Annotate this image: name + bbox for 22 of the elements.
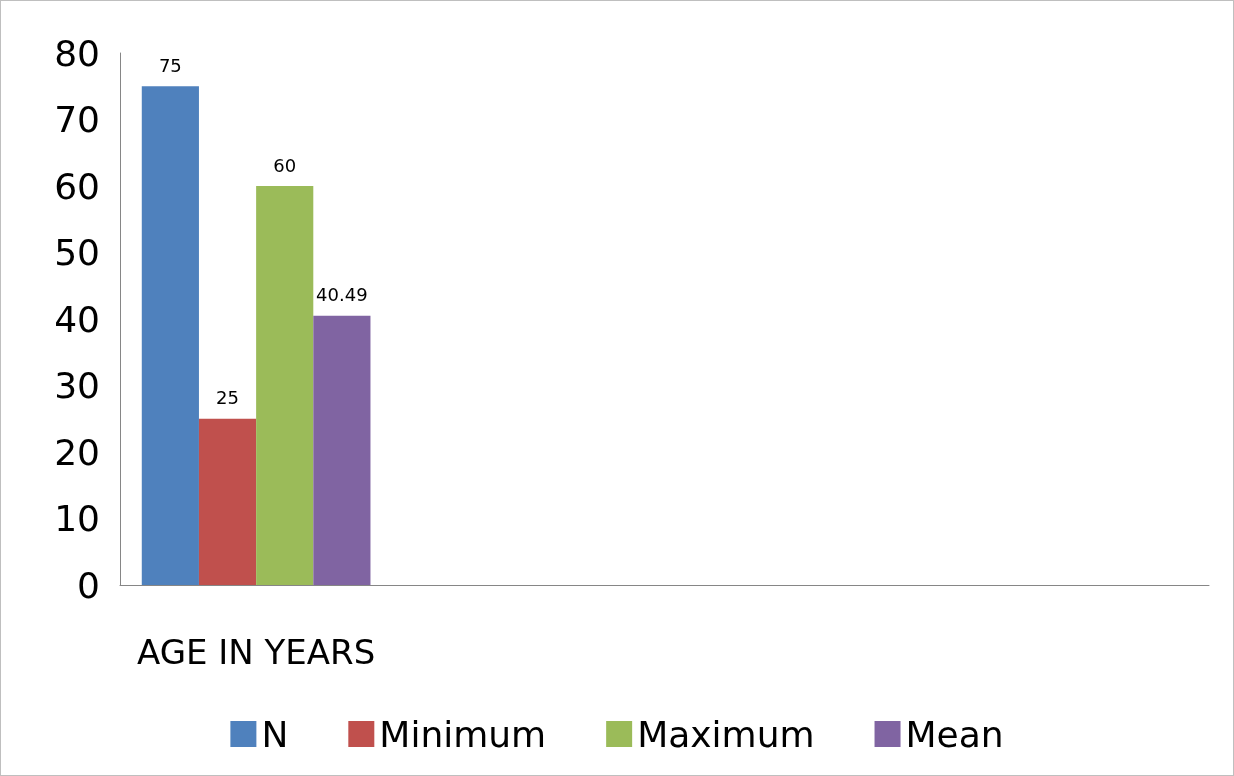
y-tick-label: 20 xyxy=(54,431,100,473)
y-tick-label: 10 xyxy=(54,498,100,539)
bar xyxy=(198,418,257,585)
bar xyxy=(256,186,314,585)
y-tick-label: 50 xyxy=(54,232,100,273)
data-label: 75 xyxy=(158,54,182,76)
bar xyxy=(313,315,371,585)
data-label: 25 xyxy=(216,387,239,409)
y-tick-label: 80 xyxy=(54,32,100,74)
data-label: 40.49 xyxy=(316,284,368,306)
legend-label: Mean xyxy=(905,713,1004,755)
y-tick-label: 30 xyxy=(54,365,100,406)
y-tick-label: 60 xyxy=(54,165,100,207)
y-tick-label: 0 xyxy=(77,564,100,606)
y-tick-label: 40 xyxy=(54,298,100,340)
x-tick-label: AGE IN YEARS xyxy=(136,632,376,672)
data-label: 60 xyxy=(273,154,297,176)
legend-label: Maximum xyxy=(637,713,815,755)
y-tick-label: 70 xyxy=(54,99,100,140)
legend-label: N xyxy=(261,713,289,755)
bar xyxy=(141,86,199,585)
legend-label: Minimum xyxy=(379,713,547,755)
